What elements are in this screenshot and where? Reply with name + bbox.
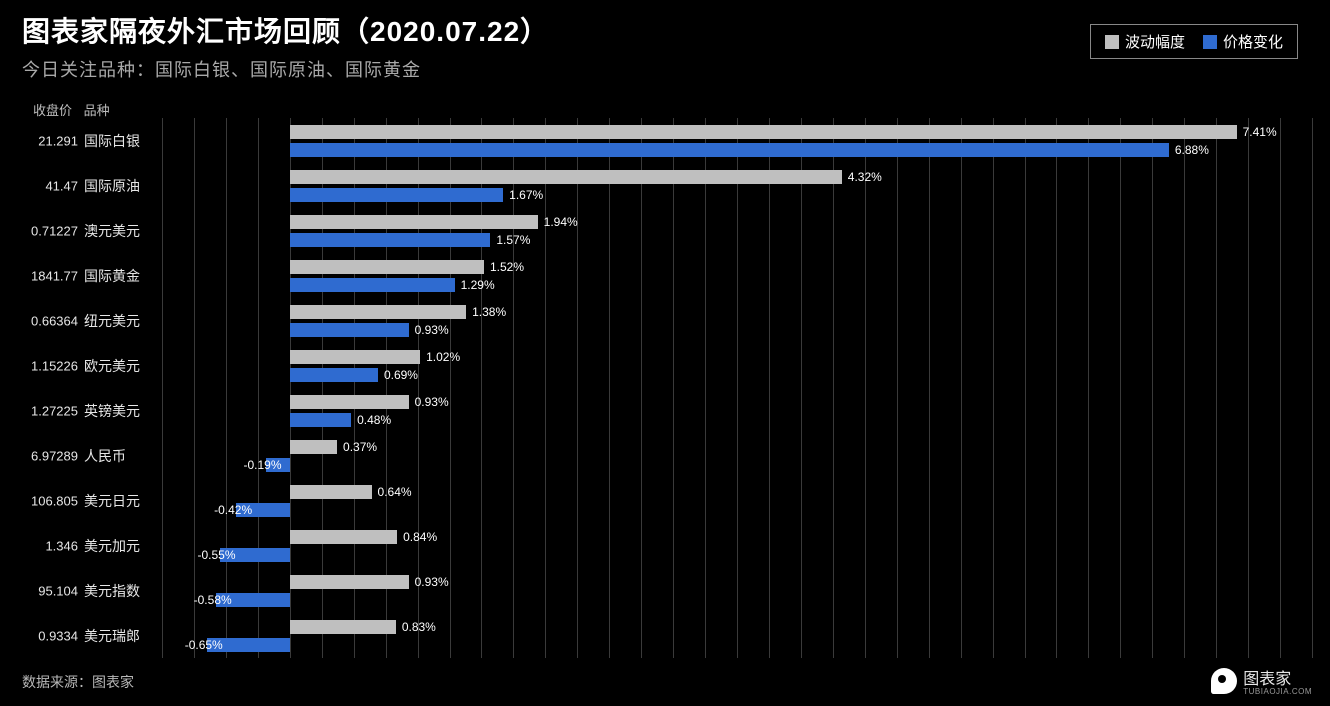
bar-volatility (290, 530, 397, 544)
brand-subtext: TUBIAOJIA.COM (1243, 687, 1312, 696)
bar-label-change: -0.19% (243, 458, 281, 472)
brand-text-wrap: 图表家 TUBIAOJIA.COM (1243, 665, 1312, 696)
chart-row: 21.291 国际白银 7.41% 6.88% (22, 118, 1320, 163)
bar-label-volatility: 0.37% (343, 440, 377, 454)
bar-volatility (290, 440, 337, 454)
bar-label-volatility: 1.38% (472, 305, 506, 319)
instrument-name: 美元加元 (84, 536, 140, 556)
bar-label-change: 0.93% (415, 323, 449, 337)
chart-row: 1841.77 国际黄金 1.52% 1.29% (22, 253, 1320, 298)
instrument-name: 美元瑞郎 (84, 626, 140, 646)
bar-volatility (290, 485, 372, 499)
bar-label-change: 6.88% (1175, 143, 1209, 157)
close-price: 1.346 (22, 538, 78, 553)
bar-volatility (290, 260, 484, 274)
bar-change (290, 278, 455, 292)
chart-row: 0.71227 澳元美元 1.94% 1.57% (22, 208, 1320, 253)
chart-row: 41.47 国际原油 4.32% 1.67% (22, 163, 1320, 208)
bar-volatility (290, 395, 409, 409)
bar-change (290, 323, 409, 337)
legend-swatch-volatility (1105, 35, 1119, 49)
bar-label-change: -0.58% (194, 593, 232, 607)
bar-change (290, 233, 491, 247)
chart-row: 0.66364 纽元美元 1.38% 0.93% (22, 298, 1320, 343)
close-price: 1.15226 (22, 358, 78, 373)
bar-label-change: 0.48% (357, 413, 391, 427)
instrument-name: 国际白银 (84, 131, 140, 151)
bar-label-volatility: 0.93% (415, 395, 449, 409)
close-price: 1841.77 (22, 268, 78, 283)
close-price: 0.66364 (22, 313, 78, 328)
bar-label-change: 1.29% (461, 278, 495, 292)
col-header-close: 收盘价 (22, 100, 72, 119)
column-headers: 收盘价 品种 (22, 100, 110, 119)
bar-volatility (290, 350, 420, 364)
chart-row: 1.346 美元加元 0.84% -0.55% (22, 523, 1320, 568)
bar-change (290, 143, 1169, 157)
legend-item-change: 价格变化 (1203, 31, 1283, 52)
bar-label-change: -0.65% (185, 638, 223, 652)
close-price: 6.97289 (22, 448, 78, 463)
brand-icon (1211, 668, 1237, 694)
close-price: 1.27225 (22, 403, 78, 418)
chart-row: 1.27225 英镑美元 0.93% 0.48% (22, 388, 1320, 433)
legend-item-volatility: 波动幅度 (1105, 31, 1185, 52)
bar-volatility (290, 305, 466, 319)
close-price: 95.104 (22, 583, 78, 598)
close-price: 106.805 (22, 493, 78, 508)
instrument-name: 澳元美元 (84, 221, 140, 241)
bar-label-volatility: 0.83% (402, 620, 436, 634)
bar-label-change: 1.67% (509, 188, 543, 202)
close-price: 41.47 (22, 178, 78, 193)
instrument-name: 美元指数 (84, 581, 140, 601)
close-price: 21.291 (22, 133, 78, 148)
bar-volatility (290, 125, 1237, 139)
bar-chart: 21.291 国际白银 7.41% 6.88% 41.47 国际原油 4.32% 1.67% 0… (22, 118, 1320, 658)
bar-change (290, 413, 351, 427)
chart-row: 1.15226 欧元美元 1.02% 0.69% (22, 343, 1320, 388)
col-header-name: 品种 (84, 103, 110, 118)
instrument-name: 国际黄金 (84, 266, 140, 286)
bar-volatility (290, 575, 409, 589)
instrument-name: 美元日元 (84, 491, 140, 511)
chart-row: 95.104 美元指数 0.93% -0.58% (22, 568, 1320, 613)
chart-row: 6.97289 人民币 0.37% -0.19% (22, 433, 1320, 478)
bar-change (290, 188, 503, 202)
legend-label-volatility: 波动幅度 (1125, 31, 1185, 52)
legend-label-change: 价格变化 (1223, 31, 1283, 52)
bar-label-volatility: 4.32% (848, 170, 882, 184)
legend-swatch-change (1203, 35, 1217, 49)
bar-label-volatility: 0.64% (378, 485, 412, 499)
brand-text: 图表家 (1243, 671, 1291, 688)
header: 图表家隔夜外汇市场回顾（2020.07.22） 今日关注品种：国际白银、国际原油… (22, 10, 1308, 82)
instrument-name: 人民币 (84, 446, 126, 466)
chart-row: 106.805 美元日元 0.64% -0.42% (22, 478, 1320, 523)
bar-label-change: -0.42% (214, 503, 252, 517)
bar-label-change: -0.55% (197, 548, 235, 562)
instrument-name: 欧元美元 (84, 356, 140, 376)
instrument-name: 纽元美元 (84, 311, 140, 331)
bar-volatility (290, 215, 538, 229)
chart-row: 0.9334 美元瑞郎 0.83% -0.65% (22, 613, 1320, 658)
brand-logo: 图表家 TUBIAOJIA.COM (1211, 665, 1312, 696)
bar-label-volatility: 0.93% (415, 575, 449, 589)
bar-label-volatility: 1.94% (544, 215, 578, 229)
bar-change (290, 368, 378, 382)
bar-label-volatility: 1.02% (426, 350, 460, 364)
bar-label-volatility: 0.84% (403, 530, 437, 544)
close-price: 0.71227 (22, 223, 78, 238)
bar-label-volatility: 7.41% (1243, 125, 1277, 139)
data-source: 数据来源：图表家 (22, 672, 134, 692)
bar-label-change: 0.69% (384, 368, 418, 382)
bar-label-volatility: 1.52% (490, 260, 524, 274)
close-price: 0.9334 (22, 628, 78, 643)
bar-volatility (290, 620, 396, 634)
page-subtitle: 今日关注品种：国际白银、国际原油、国际黄金 (22, 56, 1308, 82)
bar-volatility (290, 170, 842, 184)
bar-label-change: 1.57% (496, 233, 530, 247)
instrument-name: 国际原油 (84, 176, 140, 196)
legend: 波动幅度 价格变化 (1090, 24, 1298, 59)
instrument-name: 英镑美元 (84, 401, 140, 421)
